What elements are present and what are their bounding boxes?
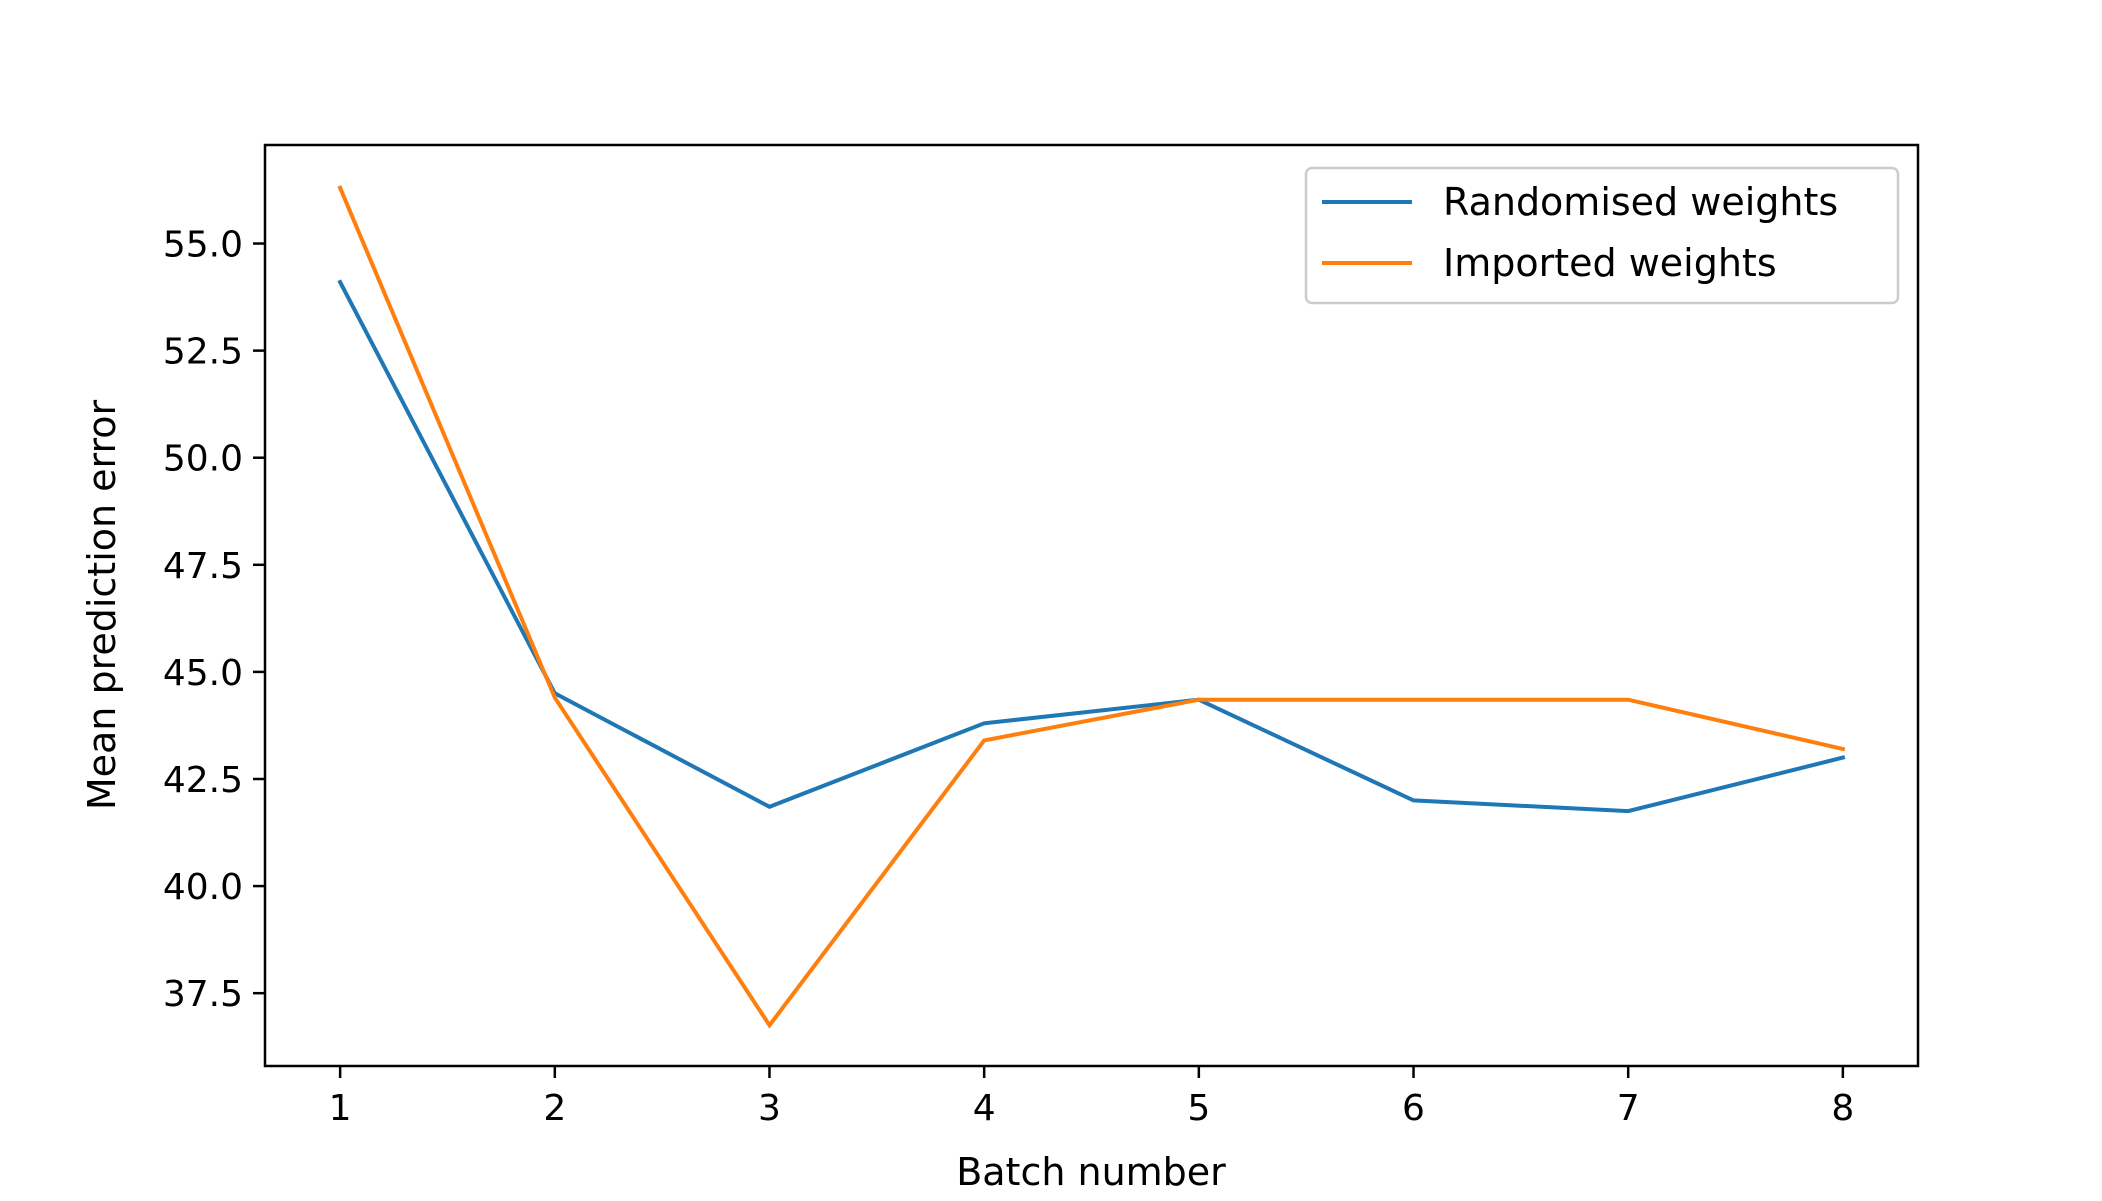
x-tick-label: 5 <box>1187 1088 1210 1129</box>
y-tick-label: 55.0 <box>163 225 243 266</box>
x-tick-label: 7 <box>1617 1088 1640 1129</box>
y-tick-label: 50.0 <box>163 439 243 480</box>
y-tick-label: 47.5 <box>163 546 243 587</box>
x-tick-label: 3 <box>758 1088 781 1129</box>
series-layer <box>337 185 1846 1029</box>
y-tick-label: 45.0 <box>163 653 243 694</box>
x-axis-ticks: 1 2 3 4 5 6 7 8 <box>329 1066 1854 1129</box>
y-tick-label: 52.5 <box>163 332 243 373</box>
y-tick-label: 40.0 <box>163 867 243 908</box>
legend-label-2: Imported weights <box>1443 241 1777 285</box>
legend-label-1: Randomised weights <box>1443 180 1838 224</box>
x-axis-title: Batch number <box>956 1150 1226 1194</box>
y-tick-label: 42.5 <box>163 760 243 801</box>
x-tick-label: 2 <box>543 1088 566 1129</box>
y-axis-ticks: 37.5 40.0 42.5 45.0 47.5 50.0 52.5 55.0 <box>163 225 265 1015</box>
y-axis-title: Mean prediction error <box>80 399 124 810</box>
x-tick-label: 8 <box>1831 1088 1854 1129</box>
x-tick-label: 1 <box>329 1088 352 1129</box>
y-tick-label: 37.5 <box>163 974 243 1015</box>
x-tick-label: 4 <box>973 1088 996 1129</box>
plot-frame <box>263 143 1920 1068</box>
x-tick-label: 6 <box>1402 1088 1425 1129</box>
legend-frame <box>1304 166 1900 305</box>
series-line-2 <box>337 185 1846 1029</box>
legend: Randomised weights Imported weights <box>1304 166 1900 305</box>
series-line-1 <box>337 279 1846 814</box>
